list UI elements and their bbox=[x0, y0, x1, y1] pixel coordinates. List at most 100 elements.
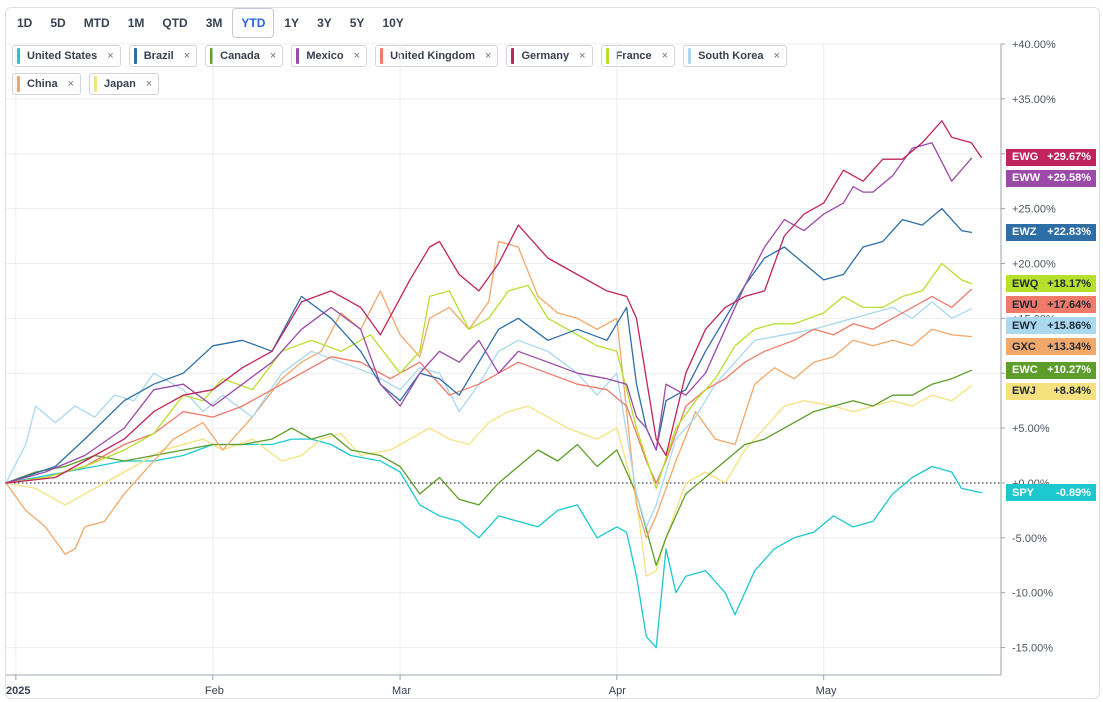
end-tag-ticker: EWY bbox=[1012, 319, 1038, 332]
chip-label: Germany bbox=[521, 50, 570, 62]
series-line-spy bbox=[5, 438, 982, 649]
chip-label: South Korea bbox=[698, 50, 764, 62]
chip-mexico[interactable]: Mexico × bbox=[291, 45, 368, 67]
end-tag-ticker: GXC bbox=[1012, 340, 1036, 353]
end-tag-ewj: EWJ +8.84% bbox=[1006, 382, 1096, 400]
end-tag-ewc: EWC +10.27% bbox=[1006, 361, 1096, 379]
remove-series-icon[interactable]: × bbox=[353, 50, 361, 62]
y-tick-label: -15.00% bbox=[1012, 643, 1053, 655]
y-tick-label: +20.00% bbox=[1012, 258, 1056, 270]
x-tick-label: Mar bbox=[392, 685, 411, 697]
x-tick-label: Apr bbox=[609, 685, 626, 697]
chip-japan[interactable]: Japan × bbox=[89, 73, 160, 95]
series-line-gxc bbox=[5, 240, 973, 555]
end-tag-ticker: EWZ bbox=[1012, 226, 1037, 239]
chip-label: France bbox=[615, 50, 652, 62]
range-button-qtd[interactable]: QTD bbox=[162, 16, 188, 30]
end-tag-ewg: EWG +29.67% bbox=[1006, 148, 1096, 166]
range-button-3m[interactable]: 3M bbox=[205, 16, 223, 30]
end-tag-gxc: GXC +13.34% bbox=[1006, 338, 1096, 356]
range-button-3y[interactable]: 3Y bbox=[317, 16, 332, 30]
series-line-ewc bbox=[5, 369, 973, 566]
range-button-mtd[interactable]: MTD bbox=[83, 16, 110, 30]
remove-series-icon[interactable]: × bbox=[107, 50, 114, 62]
end-tag-ticker: SPY bbox=[1012, 486, 1035, 499]
end-tag-value: +10.27% bbox=[1047, 364, 1091, 377]
chip-united-states[interactable]: United States × bbox=[12, 45, 121, 67]
remove-series-icon[interactable]: × bbox=[145, 78, 153, 90]
y-tick-label: -5.00% bbox=[1012, 533, 1047, 545]
remove-series-icon[interactable]: × bbox=[661, 50, 669, 62]
end-tag-ticker: EWQ bbox=[1012, 277, 1039, 290]
chip-france[interactable]: France × bbox=[600, 45, 676, 67]
chip-color-swatch bbox=[133, 48, 137, 64]
range-button-10y[interactable]: 10Y bbox=[382, 16, 404, 30]
range-button-1m[interactable]: 1M bbox=[127, 16, 145, 30]
chip-south-korea[interactable]: South Korea × bbox=[683, 45, 787, 67]
chip-label: United Kingdom bbox=[390, 50, 475, 62]
chip-color-swatch bbox=[511, 48, 515, 64]
end-tag-ticker: EWC bbox=[1012, 364, 1038, 377]
remove-series-icon[interactable]: × bbox=[579, 50, 586, 62]
end-tag-value: +13.34% bbox=[1047, 340, 1091, 353]
y-tick-label: +35.00% bbox=[1012, 94, 1056, 106]
y-tick-label: +25.00% bbox=[1012, 204, 1056, 216]
chip-label: Japan bbox=[104, 78, 136, 90]
end-tag-value: +8.84% bbox=[1053, 385, 1091, 398]
chip-color-swatch bbox=[688, 48, 692, 64]
end-tag-ticker: EWU bbox=[1012, 298, 1038, 311]
end-tag-value: +29.58% bbox=[1047, 172, 1091, 185]
end-tag-value: +17.64% bbox=[1047, 298, 1091, 311]
chart-frame bbox=[5, 7, 1100, 699]
end-tag-value: +18.17% bbox=[1047, 277, 1091, 290]
series-line-ewu bbox=[5, 288, 973, 484]
y-tick-label: +40.00% bbox=[1012, 39, 1056, 51]
chip-color-swatch bbox=[296, 48, 300, 64]
end-tag-value: +15.86% bbox=[1047, 319, 1091, 332]
range-button-ytd[interactable]: YTD bbox=[232, 8, 275, 38]
chip-label: United States bbox=[27, 50, 98, 62]
end-tag-ewq: EWQ +18.17% bbox=[1006, 275, 1096, 293]
range-selector: 1D 5D MTD 1M QTD 3M YTD 1Y 3Y 5Y 10Y bbox=[9, 8, 412, 38]
chip-label: Mexico bbox=[306, 50, 344, 62]
series-line-ewj bbox=[5, 385, 973, 577]
chip-label: China bbox=[27, 78, 58, 90]
chip-color-swatch bbox=[605, 48, 609, 64]
remove-series-icon[interactable]: × bbox=[269, 50, 277, 62]
chip-canada[interactable]: Canada × bbox=[205, 45, 284, 67]
range-button-5y[interactable]: 5Y bbox=[349, 16, 365, 30]
chip-brazil[interactable]: Brazil × bbox=[128, 45, 198, 67]
series-filter-chips: United States × Brazil × Canada × Mexico × Unite… bbox=[12, 45, 860, 95]
chip-color-swatch bbox=[17, 48, 20, 64]
x-tick-label: 2025 bbox=[6, 685, 30, 697]
end-tag-ticker: EWJ bbox=[1012, 385, 1036, 398]
series-line-ewq bbox=[5, 262, 973, 490]
range-button-1y[interactable]: 1Y bbox=[284, 16, 300, 30]
y-tick-label: -10.00% bbox=[1012, 588, 1053, 600]
range-button-5d[interactable]: 5D bbox=[50, 16, 66, 30]
end-tag-ticker: EWG bbox=[1012, 151, 1039, 164]
chip-color-swatch bbox=[94, 76, 97, 92]
x-tick-label: Feb bbox=[205, 685, 224, 697]
end-tag-ewz: EWZ +22.83% bbox=[1006, 223, 1096, 241]
range-button-1d[interactable]: 1D bbox=[17, 16, 33, 30]
chip-label: Canada bbox=[220, 50, 260, 62]
end-tag-value: +29.67% bbox=[1047, 151, 1091, 164]
end-tag-value: -0.89% bbox=[1056, 486, 1091, 499]
end-tag-ticker: EWW bbox=[1012, 172, 1041, 185]
chip-china[interactable]: China × bbox=[12, 73, 81, 95]
remove-series-icon[interactable]: × bbox=[67, 78, 74, 90]
x-tick-label: May bbox=[816, 685, 837, 697]
end-tag-ewu: EWU +17.64% bbox=[1006, 296, 1096, 314]
chip-color-swatch bbox=[210, 48, 214, 64]
remove-series-icon[interactable]: × bbox=[485, 50, 492, 62]
end-tag-ewy: EWY +15.86% bbox=[1006, 317, 1096, 335]
chip-germany[interactable]: Germany × bbox=[506, 45, 593, 67]
remove-series-icon[interactable]: × bbox=[183, 50, 191, 62]
chip-united-kingdom[interactable]: United Kingdom × bbox=[375, 45, 499, 67]
series-line-ewz bbox=[5, 207, 973, 484]
remove-series-icon[interactable]: × bbox=[773, 50, 780, 62]
end-tag-eww: EWW +29.58% bbox=[1006, 169, 1096, 187]
series-line-ewg bbox=[5, 120, 982, 484]
